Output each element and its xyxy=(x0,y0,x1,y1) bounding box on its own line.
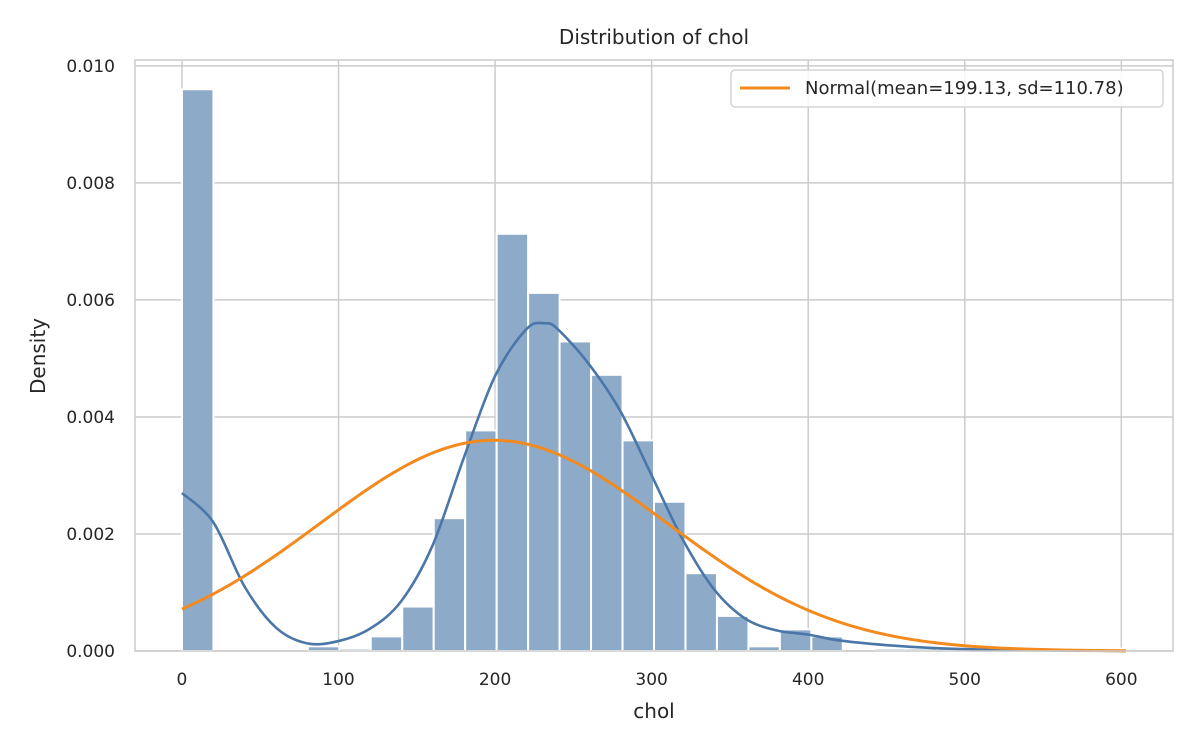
histogram-bar-9 xyxy=(464,429,498,652)
y-tick-label-4: 0.008 xyxy=(66,174,115,194)
histogram-bar-6 xyxy=(369,635,404,652)
x-axis-label: chol xyxy=(633,699,674,723)
histogram-bar-7 xyxy=(401,605,435,652)
legend: Normal(mean=199.13, sd=110.78) xyxy=(730,69,1164,108)
x-tick-label-1: 100 xyxy=(322,670,354,690)
kde-curve xyxy=(181,321,1127,653)
x-tick-label-6: 600 xyxy=(1105,670,1137,690)
y-axis-ticks: 0.000 0.002 0.004 0.006 0.008 0.010 xyxy=(66,57,115,662)
y-tick-label-2: 0.004 xyxy=(66,408,115,428)
y-tick-label-0: 0.000 xyxy=(66,642,115,662)
x-axis-ticks: 0 100 200 300 400 500 600 xyxy=(177,670,1138,690)
x-tick-label-5: 500 xyxy=(949,670,981,690)
legend-label-normal: Normal(mean=199.13, sd=110.78) xyxy=(805,78,1124,99)
histogram-bars xyxy=(180,88,1128,653)
legend-box xyxy=(730,69,1164,108)
normal-curve xyxy=(181,438,1127,653)
x-tick-label-2: 200 xyxy=(479,670,511,690)
y-tick-label-5: 0.010 xyxy=(66,57,115,77)
x-tick-label-4: 400 xyxy=(792,670,824,690)
histogram-bar-12 xyxy=(558,340,593,652)
histogram-bar-17 xyxy=(715,614,750,653)
histogram-bar-0 xyxy=(180,88,215,652)
histogram-bar-8 xyxy=(432,517,467,652)
y-tick-label-1: 0.002 xyxy=(66,525,115,545)
y-axis-label: Density xyxy=(26,318,50,394)
histogram-bar-13 xyxy=(590,373,624,652)
x-tick-label-3: 300 xyxy=(635,670,667,690)
y-tick-label-3: 0.006 xyxy=(66,291,115,311)
plot-frame xyxy=(134,59,1174,652)
x-tick-label-0: 0 xyxy=(177,670,188,690)
histogram-bar-11 xyxy=(527,291,561,652)
chart-title: Distribution of chol xyxy=(559,25,749,49)
